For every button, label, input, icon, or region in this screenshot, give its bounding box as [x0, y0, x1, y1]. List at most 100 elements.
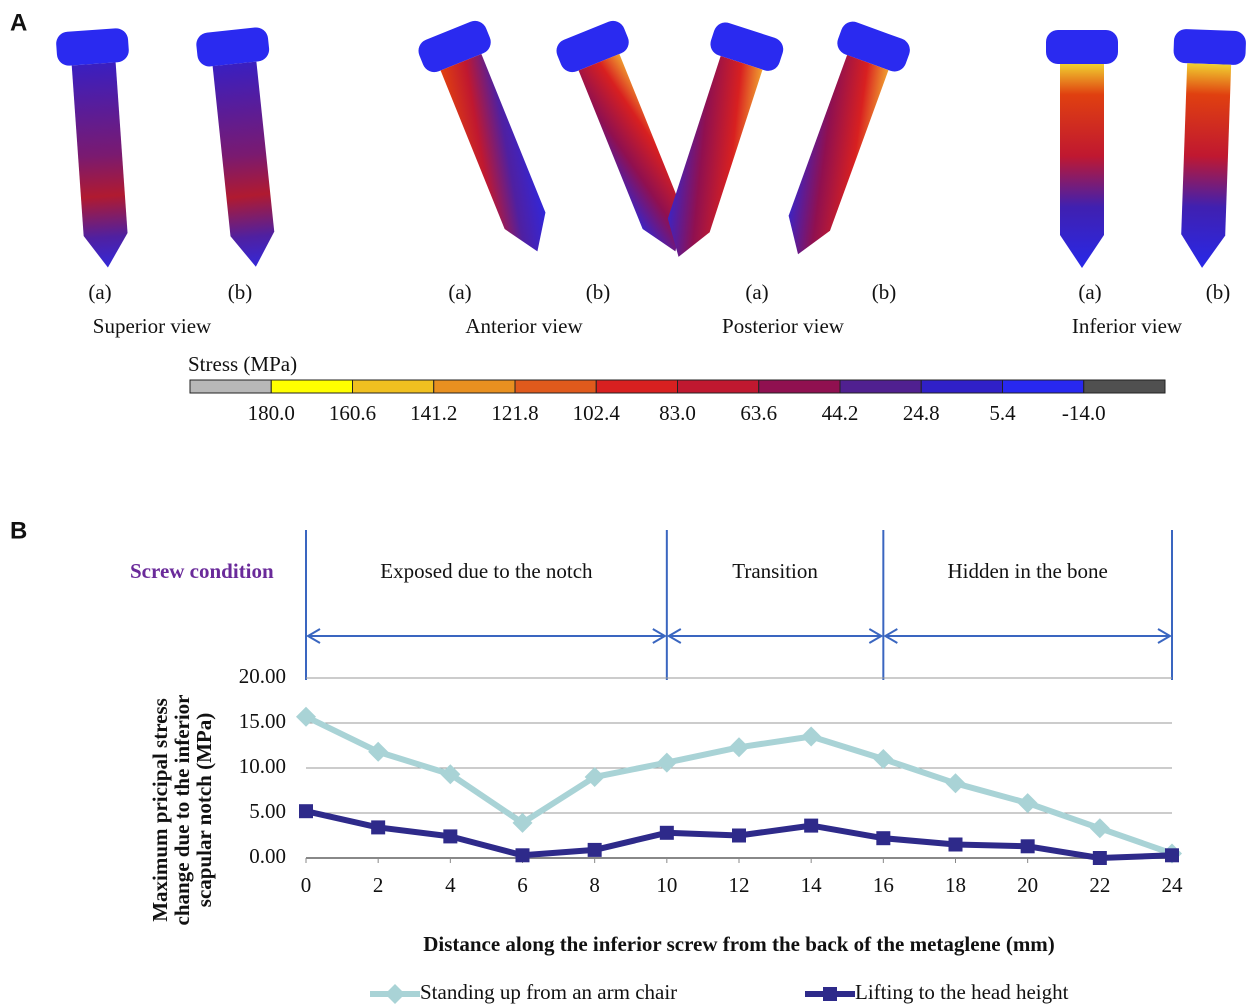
- marker: [873, 749, 893, 769]
- marker: [1090, 818, 1110, 838]
- y-axis-label: scapular notch (MPa): [192, 713, 216, 907]
- colorbar-label: -14.0: [1062, 401, 1106, 425]
- colorbar-label: 180.0: [248, 401, 295, 425]
- screw-image: [415, 17, 571, 265]
- x-tick-label: 24: [1162, 873, 1184, 897]
- marker: [516, 848, 530, 862]
- marker: [729, 737, 749, 757]
- legend-label: Standing up from an arm chair: [420, 980, 677, 1004]
- colorbar-label: 102.4: [573, 401, 621, 425]
- legend-label: Lifting to the head height: [855, 980, 1069, 1004]
- region-label: Exposed due to the notch: [380, 559, 593, 583]
- screw-shaft: [213, 62, 278, 269]
- view-item-label: (a): [88, 280, 111, 304]
- colorbar-cell: [271, 380, 352, 393]
- colorbar-cell: [1084, 380, 1165, 393]
- screw-image: [55, 28, 143, 270]
- panel-label: A: [10, 9, 27, 36]
- screw-head: [1173, 29, 1246, 65]
- y-tick-label: 20.00: [239, 664, 286, 688]
- x-tick-label: 22: [1089, 873, 1110, 897]
- y-tick-label: 5.00: [249, 799, 286, 823]
- screw-shaft: [1060, 64, 1104, 268]
- colorbar-label: 121.8: [491, 401, 538, 425]
- view-item-label: (b): [586, 280, 611, 304]
- marker: [1165, 848, 1179, 862]
- header-label: Screw condition: [130, 559, 274, 583]
- marker: [1021, 839, 1035, 853]
- colorbar-cell: [1003, 380, 1084, 393]
- colorbar-label: 5.4: [989, 401, 1016, 425]
- colorbar-cell: [759, 380, 840, 393]
- screw-shaft: [72, 62, 130, 269]
- screw-shaft: [1180, 63, 1231, 268]
- screw-image: [1046, 30, 1118, 268]
- marker: [368, 742, 388, 762]
- legend-marker: [823, 987, 837, 1001]
- view-item-label: (b): [1206, 280, 1231, 304]
- view-label: Anterior view: [465, 314, 583, 338]
- x-axis-label: Distance along the inferior screw from t…: [423, 932, 1055, 956]
- x-tick-label: 14: [801, 873, 823, 897]
- marker: [657, 753, 677, 773]
- screw-shaft: [441, 54, 558, 260]
- marker: [949, 838, 963, 852]
- y-tick-label: 15.00: [239, 709, 286, 733]
- view-item-label: (a): [448, 280, 471, 304]
- screw-head: [195, 26, 270, 67]
- marker: [1018, 793, 1038, 813]
- marker: [296, 707, 316, 727]
- colorbar-cell: [515, 380, 596, 393]
- y-tick-label: 0.00: [249, 844, 286, 868]
- view-label: Posterior view: [722, 314, 845, 338]
- legend-marker: [385, 984, 405, 1004]
- x-tick-label: 0: [301, 873, 312, 897]
- view-label: Superior view: [93, 314, 212, 338]
- screw-image: [1166, 29, 1246, 269]
- marker: [443, 829, 457, 843]
- marker: [732, 829, 746, 843]
- view-item-label: (a): [1078, 280, 1101, 304]
- colorbar-cell: [190, 380, 271, 393]
- y-axis-label: change due to the inferior: [170, 695, 194, 926]
- screw-image: [195, 26, 291, 270]
- screw-head: [1046, 30, 1118, 64]
- marker: [660, 826, 674, 840]
- x-tick-label: 6: [517, 873, 528, 897]
- marker: [801, 727, 821, 747]
- x-tick-label: 12: [729, 873, 750, 897]
- colorbar-title: Stress (MPa): [188, 352, 297, 376]
- screw-head: [55, 28, 129, 67]
- colorbar-label: 83.0: [659, 401, 696, 425]
- marker: [946, 773, 966, 793]
- colorbar-cell: [596, 380, 677, 393]
- y-axis-label: Maximum pricipal stress: [148, 698, 172, 922]
- marker: [588, 843, 602, 857]
- screw-image: [764, 18, 913, 266]
- x-tick-label: 18: [945, 873, 966, 897]
- colorbar-label: 63.6: [740, 401, 777, 425]
- colorbar-cell: [921, 380, 1002, 393]
- marker: [299, 804, 313, 818]
- view-item-label: (b): [228, 280, 253, 304]
- colorbar-cell: [353, 380, 434, 393]
- marker: [371, 820, 385, 834]
- y-tick-label: 10.00: [239, 754, 286, 778]
- colorbar-label: 141.2: [410, 401, 457, 425]
- x-tick-label: 8: [589, 873, 600, 897]
- view-label: Inferior view: [1072, 314, 1183, 338]
- x-tick-label: 10: [656, 873, 677, 897]
- x-tick-label: 2: [373, 873, 384, 897]
- region-label: Transition: [732, 559, 818, 583]
- screw-shaft: [658, 56, 763, 264]
- marker: [804, 819, 818, 833]
- colorbar-label: 160.6: [329, 401, 376, 425]
- colorbar-cell: [840, 380, 921, 393]
- colorbar-label: 44.2: [822, 401, 859, 425]
- screw-shaft: [777, 55, 888, 262]
- x-tick-label: 20: [1017, 873, 1038, 897]
- marker: [1093, 851, 1107, 865]
- x-tick-label: 16: [873, 873, 894, 897]
- view-item-label: (a): [745, 280, 768, 304]
- view-item-label: (b): [872, 280, 897, 304]
